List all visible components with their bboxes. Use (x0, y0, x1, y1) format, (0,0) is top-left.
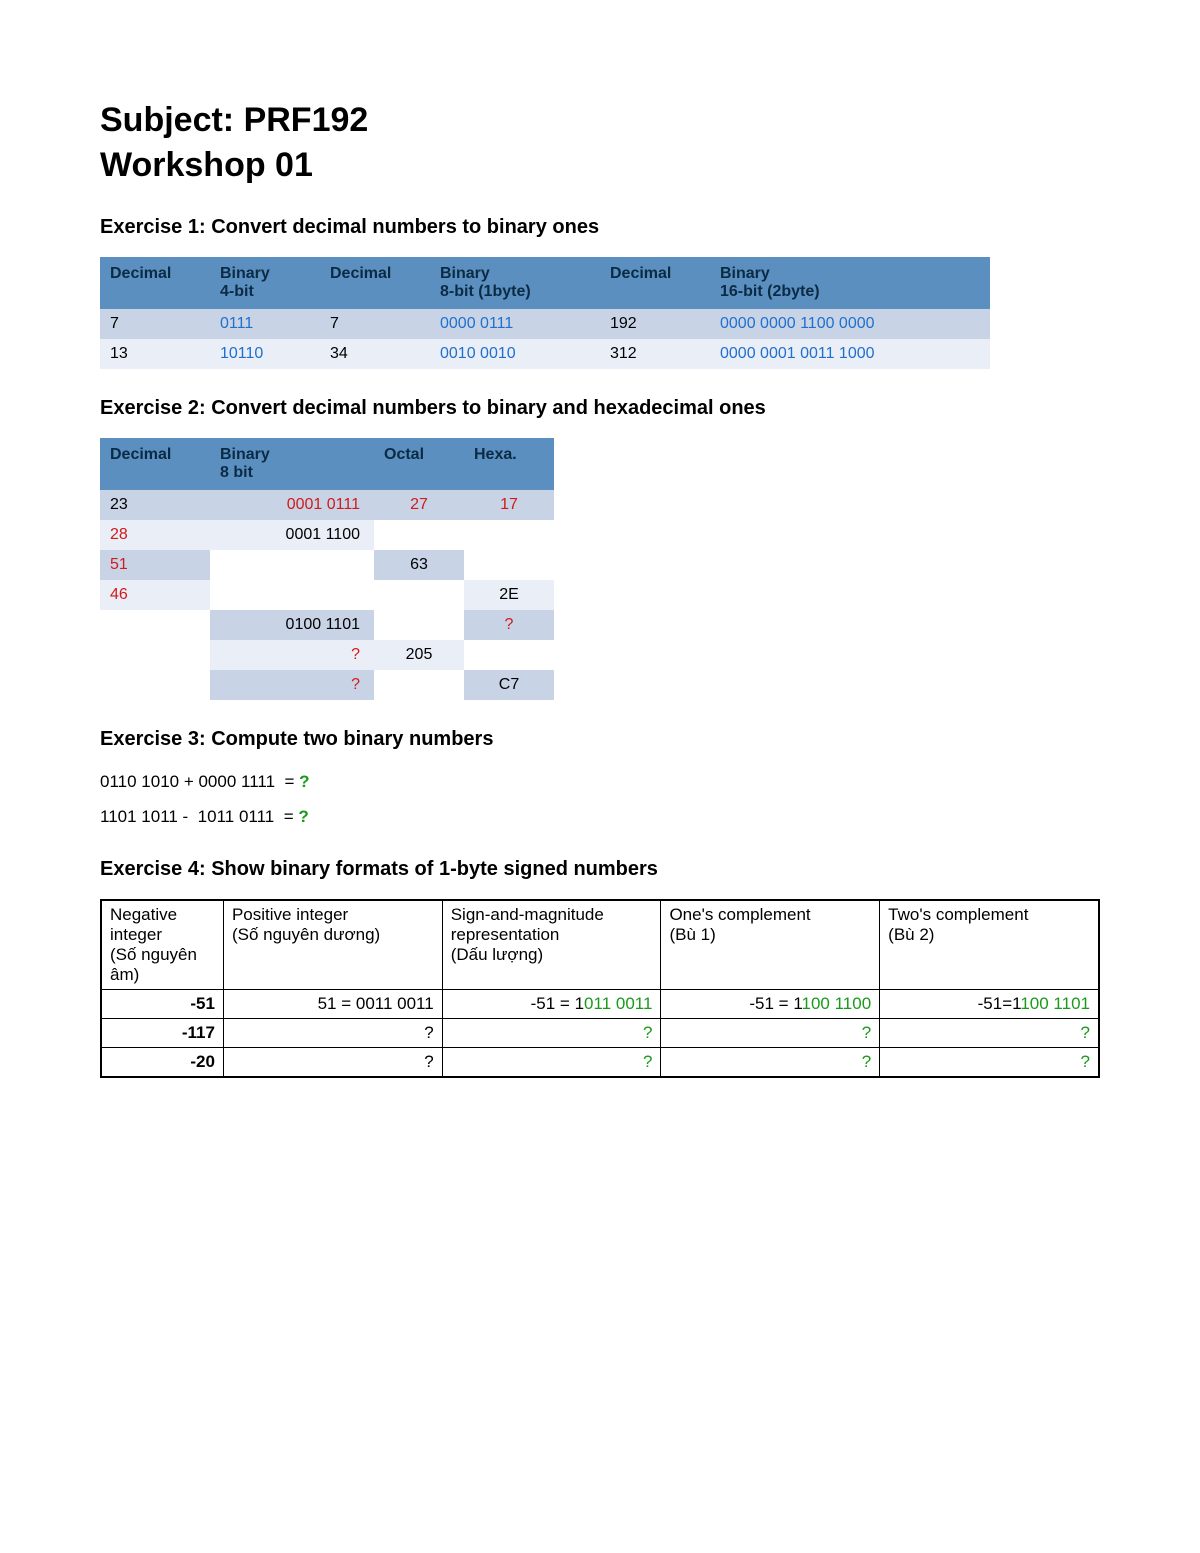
page-title-line1: Subject: PRF192 (100, 100, 1100, 141)
table-cell: ? (464, 610, 554, 640)
table-cell: ? (661, 1018, 880, 1047)
table-cell: 192 (600, 309, 710, 339)
table-cell: 0001 0111 (210, 490, 374, 520)
ex3-line1: 0110 1010 + 0000 1111 = ? (100, 769, 1100, 795)
table-cell (374, 520, 464, 550)
table-cell (100, 670, 210, 700)
table-cell: 28 (100, 520, 210, 550)
table-cell: 2E (464, 580, 554, 610)
ex3-heading: Exercise 3: Compute two binary numbers (100, 728, 1100, 751)
table-cell (100, 610, 210, 640)
ex4-th: Negative integer(Số nguyên âm) (101, 900, 223, 990)
table-cell (100, 640, 210, 670)
table-cell: 51 = 0011 0011 (223, 989, 442, 1018)
ex2-th: Binary8 bit (210, 438, 374, 490)
table-cell: 0010 0010 (430, 339, 600, 369)
ex2-table: DecimalBinary8 bitOctalHexa.230001 01112… (100, 438, 554, 700)
ex1-th: Decimal (320, 257, 430, 309)
table-cell: 0100 1101 (210, 610, 374, 640)
ex4-th: One's complement(Bù 1) (661, 900, 880, 990)
ex2-heading: Exercise 2: Convert decimal numbers to b… (100, 397, 1100, 420)
ex4-heading: Exercise 4: Show binary formats of 1-byt… (100, 858, 1100, 881)
table-row: 46 2E (100, 580, 554, 610)
table-cell: -51=1100 1101 (880, 989, 1099, 1018)
table-cell: 7 (320, 309, 430, 339)
ex2-th: Hexa. (464, 438, 554, 490)
table-row: 1310110340010 00103120000 0001 0011 1000 (100, 339, 990, 369)
table-cell: 13 (100, 339, 210, 369)
table-row: -20???? (101, 1047, 1099, 1077)
ex1-heading: Exercise 1: Convert decimal numbers to b… (100, 216, 1100, 239)
table-cell: 0000 0001 0011 1000 (710, 339, 990, 369)
table-cell (210, 550, 374, 580)
table-cell: ? (442, 1047, 661, 1077)
table-cell: ? (210, 670, 374, 700)
ex1-table: DecimalBinary4-bitDecimalBinary8-bit (1b… (100, 257, 990, 369)
table-row: -5151 = 0011 0011-51 = 1011 0011-51 = 11… (101, 989, 1099, 1018)
table-cell: 23 (100, 490, 210, 520)
table-cell: ? (661, 1047, 880, 1077)
table-cell (464, 640, 554, 670)
table-cell: 0000 0000 1100 0000 (710, 309, 990, 339)
table-cell (374, 670, 464, 700)
ex3-line2: 1101 1011 - 1011 0111 = ? (100, 804, 1100, 830)
table-row: ?205 (100, 640, 554, 670)
table-cell: ? (442, 1018, 661, 1047)
page-title-line2: Workshop 01 (100, 145, 1100, 186)
ex1-th: Binary8-bit (1byte) (430, 257, 600, 309)
table-cell: 7 (100, 309, 210, 339)
ex1-th: Binary16-bit (2byte) (710, 257, 990, 309)
table-cell: 205 (374, 640, 464, 670)
table-row: 0100 1101? (100, 610, 554, 640)
table-cell: -51 = 1100 1100 (661, 989, 880, 1018)
table-cell: -51 = 1011 0011 (442, 989, 661, 1018)
table-cell: C7 (464, 670, 554, 700)
table-cell: -20 (101, 1047, 223, 1077)
table-cell (464, 520, 554, 550)
table-row: 7011170000 01111920000 0000 1100 0000 (100, 309, 990, 339)
table-cell: ? (880, 1018, 1099, 1047)
table-cell: 46 (100, 580, 210, 610)
table-row: 280001 1100 (100, 520, 554, 550)
table-cell (374, 610, 464, 640)
ex4-th: Sign-and-magnitude representation(Dấu lư… (442, 900, 661, 990)
table-cell: -117 (101, 1018, 223, 1047)
table-row: -117???? (101, 1018, 1099, 1047)
table-cell: 63 (374, 550, 464, 580)
ex2-th: Decimal (100, 438, 210, 490)
ex1-th: Decimal (600, 257, 710, 309)
table-cell: ? (210, 640, 374, 670)
table-row: ? C7 (100, 670, 554, 700)
table-cell: 27 (374, 490, 464, 520)
table-cell: ? (223, 1018, 442, 1047)
ex2-th: Octal (374, 438, 464, 490)
table-cell: -51 (101, 989, 223, 1018)
table-cell: 10110 (210, 339, 320, 369)
table-cell: 312 (600, 339, 710, 369)
table-cell (464, 550, 554, 580)
ex1-th: Binary4-bit (210, 257, 320, 309)
table-cell: 0111 (210, 309, 320, 339)
table-cell (374, 580, 464, 610)
table-row: 51 63 (100, 550, 554, 580)
ex4-table: Negative integer(Số nguyên âm)Positive i… (100, 899, 1100, 1078)
table-cell (210, 580, 374, 610)
ex4-th: Two's complement(Bù 2) (880, 900, 1099, 990)
table-cell: ? (223, 1047, 442, 1077)
table-cell: 0001 1100 (210, 520, 374, 550)
ex4-th: Positive integer(Số nguyên dương) (223, 900, 442, 990)
table-cell: ? (880, 1047, 1099, 1077)
table-row: 230001 01112717 (100, 490, 554, 520)
table-cell: 34 (320, 339, 430, 369)
table-cell: 51 (100, 550, 210, 580)
ex1-th: Decimal (100, 257, 210, 309)
table-cell: 0000 0111 (430, 309, 600, 339)
table-cell: 17 (464, 490, 554, 520)
